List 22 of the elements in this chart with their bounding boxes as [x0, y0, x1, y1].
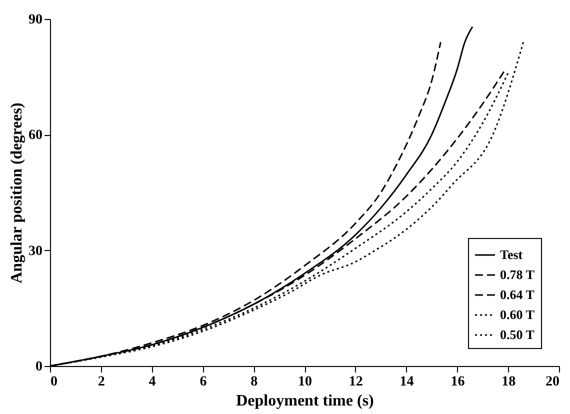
- x-axis-title: Deployment time (s): [236, 392, 374, 410]
- x-tick-label: 0: [50, 374, 58, 390]
- x-tick-label: 10: [298, 374, 312, 390]
- y-tick-label: 60: [28, 128, 42, 144]
- y-axis-title: Angular position (degrees): [8, 102, 26, 284]
- x-tick-label: 8: [250, 374, 258, 390]
- legend-label: 0.60 T: [500, 307, 535, 322]
- x-tick-label: 2: [98, 374, 105, 390]
- x-tick-label: 18: [502, 374, 516, 390]
- x-tick-label: 12: [348, 374, 363, 390]
- x-tick-label: 16: [450, 374, 465, 390]
- legend-label: 0.50 T: [500, 327, 535, 342]
- x-tick-label: 6: [200, 374, 207, 390]
- x-tick-label: 14: [400, 374, 414, 390]
- y-tick-label: 0: [36, 360, 42, 374]
- y-tick-label: 30: [28, 244, 42, 259]
- x-tick-label: 20: [546, 374, 560, 390]
- y-tick-label: 90: [28, 12, 42, 28]
- legend-label: 0.78 T: [500, 267, 535, 282]
- legend-label: 0.64 T: [500, 287, 535, 302]
- x-tick-label: 4: [148, 374, 156, 390]
- legend-label: Test: [500, 247, 524, 262]
